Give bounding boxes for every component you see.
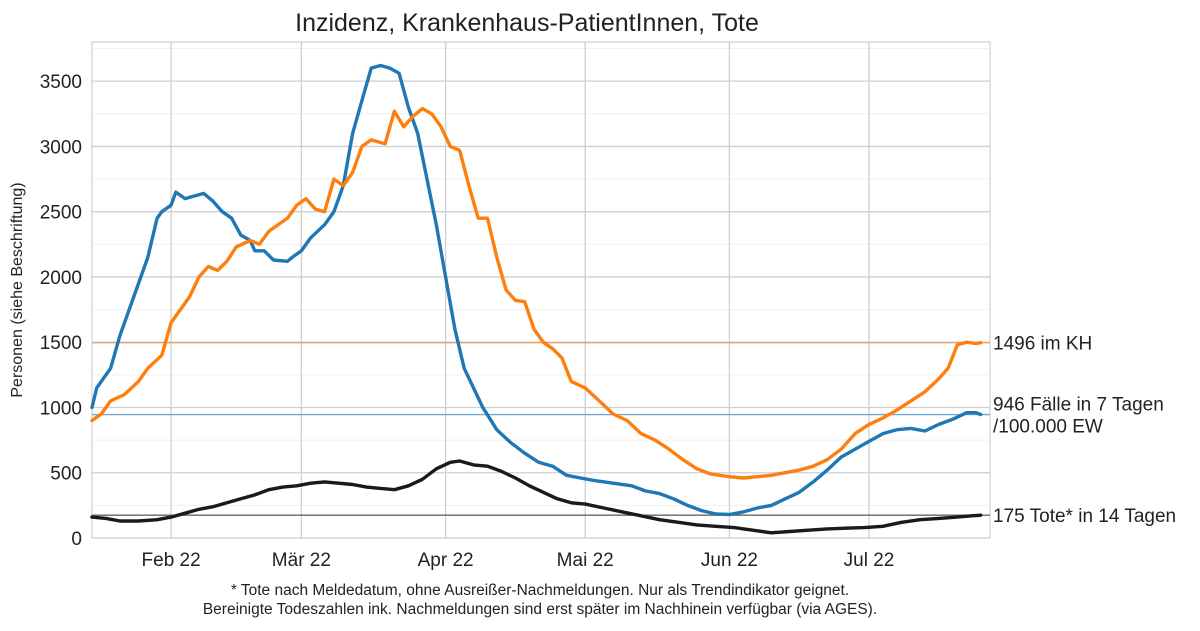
end-annotations: 1496 im KH 946 Fälle in 7 Tagen/100.000 E…	[993, 334, 1176, 527]
annotation-label: 946 Fälle in 7 Tagen	[993, 395, 1164, 416]
y-axis-ticks: 0 500 1000 1500 2000 2500 3000 3500	[40, 72, 82, 550]
y-tick-label: 1500	[40, 333, 82, 354]
y-axis-label: Personen (siehe Beschriftung)	[9, 182, 26, 397]
annotation-label: 175 Tote* in 14 Tagen	[993, 506, 1176, 527]
x-tick-label: Jun 22	[701, 550, 758, 571]
data-series	[90, 63, 983, 535]
x-tick-label: Mai 22	[557, 550, 614, 571]
y-tick-label: 3000	[40, 137, 82, 158]
y-tick-label: 1000	[40, 398, 82, 419]
annotation-label: 1496 im KH	[993, 334, 1092, 355]
x-tick-label: Jul 22	[844, 550, 895, 571]
x-tick-label: Feb 22	[142, 550, 201, 571]
annotation-label: /100.000 EW	[993, 417, 1103, 438]
footnote-line-2: Bereinigte Todeszahlen ink. Nachmeldunge…	[202, 601, 878, 618]
reference-lines	[92, 342, 990, 516]
x-axis-ticks: Feb 22 Mär 22 Apr 22 Mai 22 Jun 22 Jul 22	[142, 550, 895, 571]
x-tick-label: Mär 22	[272, 550, 331, 571]
plot-area	[91, 41, 991, 539]
series-line-3	[90, 459, 983, 535]
footnote-line-1: * Tote nach Meldedatum, ohne Ausreißer-N…	[230, 582, 850, 599]
series-line-2	[90, 106, 983, 480]
series-line-1	[90, 63, 983, 517]
grid-lines	[92, 42, 990, 539]
y-tick-label: 3500	[40, 72, 82, 93]
chart-title: Inzidenz, Krankenhaus-PatientInnen, Tote	[295, 9, 759, 37]
y-tick-label: 500	[50, 464, 82, 485]
x-tick-label: Apr 22	[418, 550, 474, 571]
y-tick-label: 2500	[40, 203, 82, 224]
y-tick-label: 0	[71, 529, 82, 550]
y-tick-label: 2000	[40, 268, 82, 289]
